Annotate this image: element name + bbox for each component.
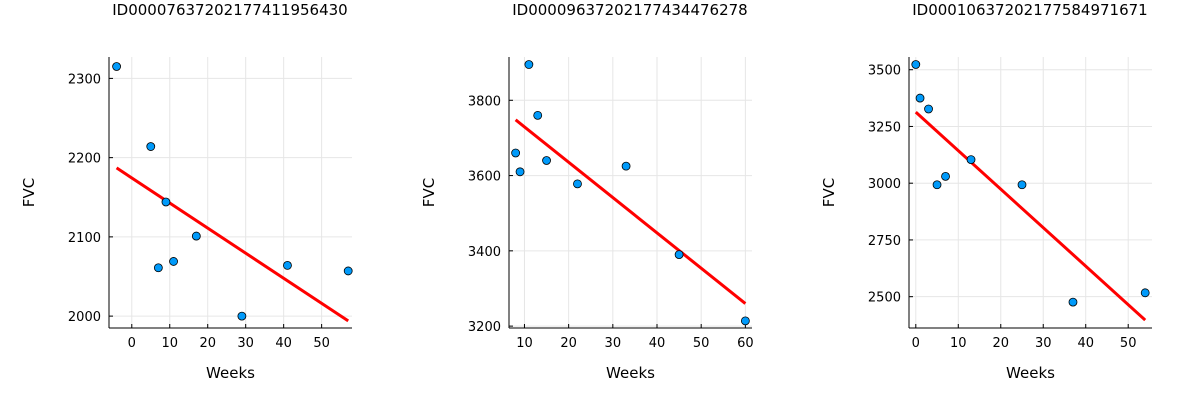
data-point [1017,180,1027,190]
fit-line [115,166,350,323]
x-tick-label: 0 [912,336,920,351]
data-point [740,316,750,326]
x-tick-label: 30 [237,336,254,351]
y-axis-label: FVC [820,178,838,207]
y-tick-label: 3250 [868,120,901,135]
y-tick-label: 2200 [68,152,101,167]
data-point [153,263,163,273]
data-point [146,142,156,151]
data-point [1068,297,1078,307]
data-point [112,62,121,71]
x-axis-label: Weeks [606,364,655,382]
x-tick-label: 10 [950,336,967,351]
y-tick-label: 3400 [468,245,501,260]
x-axis-label: Weeks [206,364,255,382]
data-point [932,180,942,190]
data-point [511,148,521,158]
x-tick-label: 50 [313,336,330,351]
x-tick-label: 20 [992,336,1009,351]
data-point [237,311,247,321]
data-point [283,261,292,270]
data-point [191,231,201,241]
y-tick-label: 3200 [468,320,501,335]
x-tick-label: 20 [199,336,216,351]
x-tick-label: 40 [649,336,666,351]
data-point [924,104,933,114]
x-tick-label: 20 [560,336,577,351]
fit-line [914,111,1147,322]
chart-title: ID00010637202177584971671 [912,1,1147,19]
data-point [915,93,925,103]
data-point [674,250,684,260]
y-tick-label: 3000 [868,177,901,192]
y-tick-label: 2300 [68,72,101,87]
y-axis-label: FVC [20,178,38,207]
y-tick-label: 3500 [868,64,901,79]
x-tick-label: 30 [1035,336,1052,351]
data-point [966,155,976,164]
chart-panel: 0 10 20 30 40 50 2500 2750 3000 3250 3500 ID0001063… [820,1,1152,382]
chart-panel: 10 20 30 40 50 60 3200 3400 3600 3800 ID0000963720… [420,1,754,382]
x-tick-label: 10 [161,336,178,351]
data-point [621,161,631,171]
data-point [573,179,582,189]
x-tick-label: 0 [128,336,136,351]
data-point [533,110,543,120]
x-tick-label: 40 [275,336,292,351]
x-tick-label: 50 [693,336,710,351]
data-point [524,60,534,69]
data-point [1140,288,1150,298]
data-point [343,266,353,276]
fit-line [514,118,747,305]
x-tick-label: 40 [1077,336,1094,351]
y-tick-label: 3800 [468,94,501,109]
x-tick-label: 60 [737,336,754,351]
chart-panel: 0 10 20 30 40 50 2000 2100 2200 2300 ID00007637202… [20,1,353,382]
x-axis-label: Weeks [1006,364,1055,382]
data-point [161,197,171,207]
data-point [941,171,950,181]
y-tick-label: 2100 [68,231,101,246]
y-axis-label: FVC [420,178,438,207]
chart-title: ID00009637202177434476278 [512,1,747,19]
y-tick-label: 2000 [68,310,101,325]
data-point [515,167,525,177]
y-tick-label: 3600 [468,170,501,185]
data-point [911,60,921,69]
y-tick-label: 2750 [868,234,901,249]
x-tick-label: 30 [605,336,622,351]
x-tick-label: 50 [1120,336,1137,351]
data-point [542,156,551,165]
x-tick-label: 10 [516,336,533,351]
y-tick-label: 2500 [868,291,901,306]
data-point [169,257,178,266]
chart-title: ID00007637202177411956430 [112,1,347,19]
